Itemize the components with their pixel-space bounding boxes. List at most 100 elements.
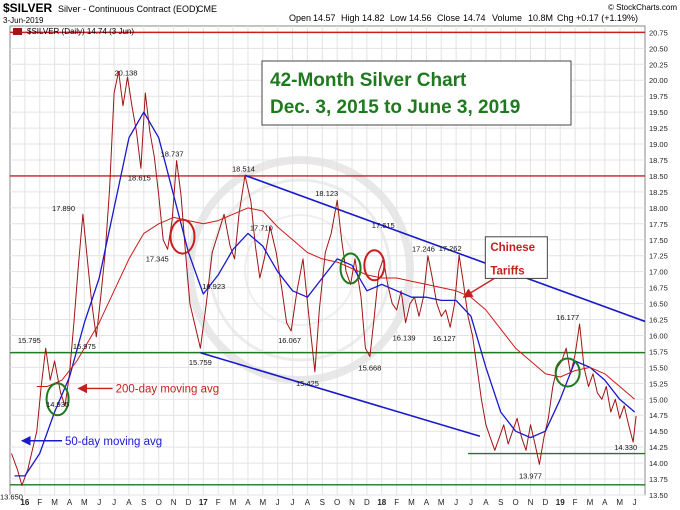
x-tick-label-2: M: [51, 498, 58, 507]
header-low-value: 14.56: [409, 13, 432, 23]
header-low-label: Low: [390, 13, 407, 23]
price-label-16: 15.668: [358, 364, 381, 373]
highlight-circle-3: [45, 382, 70, 417]
price-label-15: 18.123: [315, 189, 338, 198]
x-tick-label-3: A: [67, 498, 73, 507]
y-tick-label-12: 16.50: [649, 300, 668, 309]
y-tick-label-7: 15.25: [649, 379, 668, 388]
x-tick-label-15: A: [245, 498, 251, 507]
y-tick-label-3: 14.25: [649, 443, 668, 452]
price-label-23: 13.977: [519, 471, 542, 480]
x-tick-label-21: O: [334, 498, 340, 507]
header-high-value: 14.82: [362, 13, 385, 23]
price-label-21: 16.127: [433, 334, 456, 343]
trendline-0: [244, 174, 646, 323]
highlight-circles: [45, 218, 581, 417]
highlight-circle-1: [339, 252, 362, 285]
header-chg-value: +0.17 (+1.19%): [576, 13, 638, 23]
x-tick-label-20: S: [320, 498, 325, 507]
x-tick-label-27: A: [424, 498, 430, 507]
x-tick-label-34: N: [528, 498, 534, 507]
x-tick-label-41: J: [633, 498, 637, 507]
y-tick-label-19: 18.25: [649, 188, 668, 197]
header-volume-value: 10.8M: [528, 13, 553, 23]
header-close-label: Close: [437, 13, 460, 23]
y-tick-label-18: 18.00: [649, 204, 668, 213]
series-line-ma50: [14, 111, 636, 477]
title-box-frame: [261, 60, 572, 126]
x-tick-label-4: M: [81, 498, 88, 507]
header-description: Silver - Continuous Contract (EOD): [58, 4, 199, 14]
y-tick-label-29: 20.75: [649, 28, 668, 37]
y-tick-label-28: 20.50: [649, 44, 668, 53]
title-box: 42-Month Silver Chart Dec. 3, 2015 to Ju…: [261, 60, 572, 126]
trendline-1: [200, 351, 481, 438]
y-tick-label-24: 19.50: [649, 108, 668, 117]
x-tick-label-12: 17: [199, 498, 208, 507]
annotations: 200-day moving avg 50-day moving avg Chine…: [20, 236, 548, 448]
price-label-0: 13.650: [0, 492, 23, 501]
header-open-label: Open: [289, 13, 311, 23]
y-tick-label-17: 17.75: [649, 220, 668, 229]
y-tick-label-6: 15.00: [649, 395, 668, 404]
price-labels: 13.650 15.795 15.975 14.935 17.890 20.138 18.6…: [0, 68, 637, 501]
header-close-value: 14.74: [463, 13, 486, 23]
x-tick-label-11: D: [186, 498, 192, 507]
header-high-label: High: [341, 13, 360, 23]
x-tick-label-1: F: [37, 498, 42, 507]
price-label-17: 17.615: [372, 221, 395, 230]
annotation-0: 200-day moving avg: [116, 383, 220, 395]
series-lines: [11, 70, 637, 486]
price-label-1: 15.795: [18, 336, 41, 345]
y-tick-label-5: 14.75: [649, 411, 668, 420]
y-tick-label-15: 17.25: [649, 252, 668, 261]
x-tick-label-35: D: [542, 498, 548, 507]
series-line-ma200: [36, 207, 635, 400]
x-tick-label-28: M: [438, 498, 445, 507]
x-tick-label-22: N: [349, 498, 355, 507]
price-label-13: 15.759: [189, 358, 212, 367]
header-symbol: $SILVER: [3, 1, 52, 15]
y-tick-label-1: 13.75: [649, 475, 668, 484]
x-tick-label-24: 18: [377, 498, 386, 507]
y-tick-label-22: 19.00: [649, 140, 668, 149]
y-tick-label-16: 17.50: [649, 236, 668, 245]
y-tick-label-11: 16.25: [649, 316, 668, 325]
x-tick-label-7: A: [126, 498, 132, 507]
x-tick-label-8: S: [141, 498, 146, 507]
price-label-5: 20.138: [115, 68, 138, 77]
price-label-10: 17.710: [250, 223, 273, 232]
x-tick-label-26: M: [408, 498, 415, 507]
series-line-price: [11, 70, 637, 486]
highlight-circle-0: [169, 218, 196, 255]
price-label-3: 14.935: [46, 400, 69, 409]
header-open-value: 14.57: [313, 13, 336, 23]
x-tick-label-38: M: [587, 498, 594, 507]
price-label-9: 18.514: [232, 164, 255, 173]
price-label-14: 15.425: [296, 379, 319, 388]
price-label-2: 15.975: [73, 342, 96, 351]
title-line-2: Dec. 3, 2015 to June 3, 2019: [270, 97, 520, 118]
price-label-8: 17.345: [146, 254, 169, 263]
annotation-1: 50-day moving avg: [65, 436, 162, 448]
header-volume-label: Volume: [492, 13, 522, 23]
x-tick-label-32: S: [498, 498, 503, 507]
header-date: 3-Jun-2019: [3, 16, 44, 25]
y-tick-label-21: 18.75: [649, 156, 668, 165]
price-label-6: 18.615: [128, 173, 151, 182]
x-tick-label-13: F: [216, 498, 221, 507]
price-label-18: 16.139: [393, 334, 416, 343]
y-tick-label-0: 13.50: [649, 491, 668, 500]
x-tick-label-19: A: [305, 498, 311, 507]
price-label-24: 14.330: [614, 443, 637, 452]
x-tick-label-39: A: [602, 498, 608, 507]
y-tick-label-10: 16.00: [649, 331, 668, 340]
highlight-circle-4: [554, 357, 581, 388]
x-tick-label-17: J: [276, 498, 280, 507]
annotation-2: Chinese: [490, 242, 535, 254]
header-exchange: CME: [197, 4, 217, 14]
y-tick-label-9: 15.75: [649, 347, 668, 356]
x-tick-label-33: O: [513, 498, 519, 507]
x-axis: 16 F M A M J J A S O N D 17 F M A M J J A S O N D 18 F M A M J J A S O N D 1…: [20, 498, 636, 507]
